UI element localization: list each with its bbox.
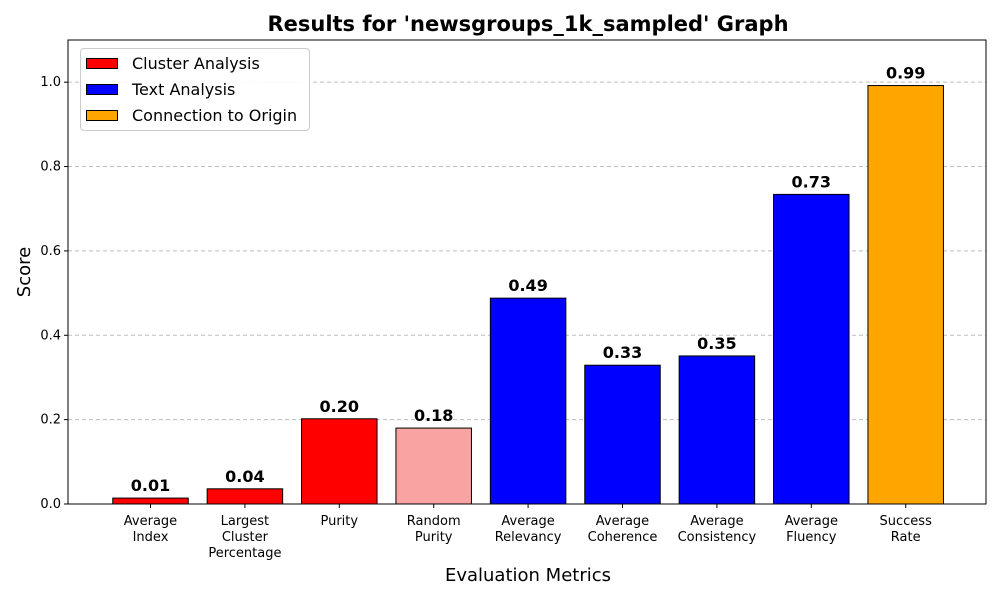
x-tick-label: Average Relevancy xyxy=(495,514,562,545)
legend-swatch-text-analysis xyxy=(86,83,118,95)
legend-swatch-cluster-analysis xyxy=(86,57,118,69)
bar-value-label: 0.18 xyxy=(414,406,453,425)
bar xyxy=(301,418,378,505)
x-tick-label-line: Average xyxy=(690,514,743,529)
x-tick-label: Average Fluency xyxy=(785,514,838,545)
y-tick-label: 1.0 xyxy=(40,75,61,90)
bars-group xyxy=(112,85,944,505)
x-tick-label-line: Average xyxy=(124,514,177,529)
legend-item-connection-to-origin: Connection to Origin xyxy=(86,104,297,126)
bar-value-label: 0.73 xyxy=(792,172,831,191)
y-tick-label: 0.4 xyxy=(40,328,61,343)
y-axis-label: Score xyxy=(14,247,35,297)
bar xyxy=(678,355,756,505)
legend-label-connection-to-origin: Connection to Origin xyxy=(132,105,298,125)
y-tick-label: 0.0 xyxy=(40,497,61,512)
x-tick-label-line: Coherence xyxy=(588,530,658,545)
legend: Cluster Analysis Text Analysis Connectio… xyxy=(80,48,310,131)
x-tick-label-line: Purity xyxy=(320,514,358,529)
x-tick-label-line: Average xyxy=(501,514,554,529)
bar xyxy=(489,297,567,505)
x-tick-label: Purity xyxy=(320,514,358,529)
bar xyxy=(395,427,472,505)
value-labels: 0.01 0.04 0.20 0.18 0.49 0.33 0.35 0.73 0.99 xyxy=(131,64,926,496)
bar-value-label: 0.35 xyxy=(697,334,736,353)
x-tick-label-line: Random xyxy=(407,514,461,529)
y-tick-label: 0.8 xyxy=(40,160,61,175)
x-tick-label: Success Rate xyxy=(880,514,933,545)
x-tick-label-line: Average xyxy=(596,514,649,529)
bar-value-label: 0.01 xyxy=(131,476,170,495)
legend-label-text-analysis: Text Analysis xyxy=(132,79,236,99)
bar xyxy=(112,497,189,505)
legend-label-cluster-analysis: Cluster Analysis xyxy=(132,53,260,73)
bar-value-label: 0.49 xyxy=(508,276,547,295)
bar-value-label: 0.20 xyxy=(320,397,359,416)
legend-swatch-connection-to-origin xyxy=(86,109,118,121)
x-tick-label-line: Consistency xyxy=(678,530,757,545)
bar-value-label: 0.99 xyxy=(886,64,925,83)
x-axis-label: Evaluation Metrics xyxy=(445,565,611,586)
x-tick-label-line: Percentage xyxy=(208,546,281,561)
legend-item-cluster-analysis: Cluster Analysis xyxy=(86,52,260,74)
y-axis: 0.0 0.2 0.4 0.6 0.8 1.0 xyxy=(40,75,68,512)
x-tick-label-line: Relevancy xyxy=(495,530,562,545)
x-tick-label: Largest Cluster Percentage xyxy=(208,514,281,561)
x-tick-label: Random Purity xyxy=(407,514,461,545)
y-tick-label: 0.6 xyxy=(40,244,61,259)
bar-value-label: 0.04 xyxy=(225,467,264,486)
x-tick-label-line: Rate xyxy=(891,530,921,545)
bar xyxy=(584,364,661,505)
bar-value-label: 0.33 xyxy=(603,343,642,362)
x-tick-label: Average Consistency xyxy=(678,514,757,545)
plot-frame xyxy=(67,39,987,505)
x-tick-label-line: Average xyxy=(785,514,838,529)
bar xyxy=(867,85,944,505)
y-tick-label: 0.2 xyxy=(40,413,61,428)
x-tick-label-line: Cluster xyxy=(222,530,269,545)
x-tick-label-line: Fluency xyxy=(786,530,837,545)
x-tick-label: Average Index xyxy=(124,514,177,545)
legend-item-text-analysis: Text Analysis xyxy=(86,78,235,100)
bar xyxy=(206,488,284,505)
x-tick-label-line: Largest xyxy=(221,514,269,529)
x-tick-label: Average Coherence xyxy=(588,514,658,545)
x-tick-label-line: Index xyxy=(133,530,169,545)
x-tick-label-line: Success xyxy=(880,514,933,529)
bar xyxy=(773,193,850,505)
chart-title: Results for 'newsgroups_1k_sampled' Grap… xyxy=(267,12,788,36)
x-tick-label-line: Purity xyxy=(415,530,453,545)
